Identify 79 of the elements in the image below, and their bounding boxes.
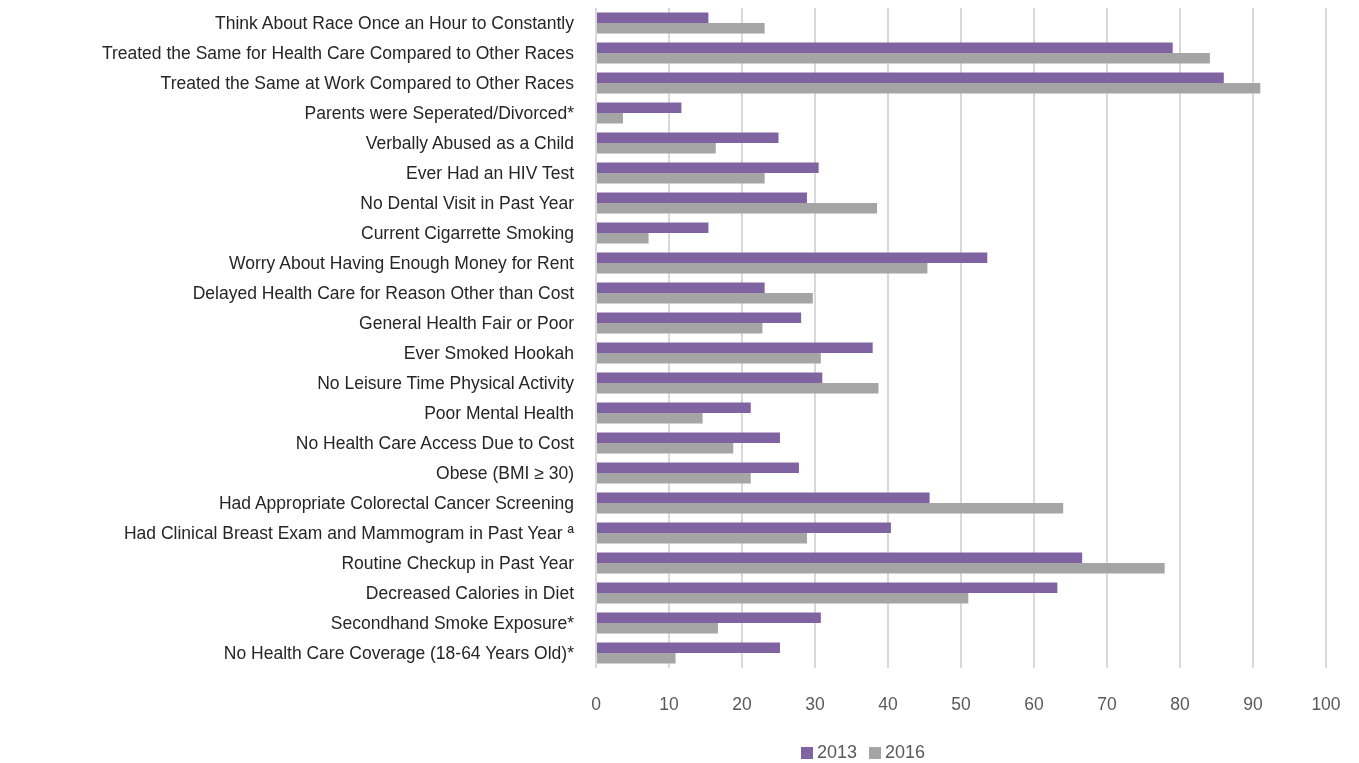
bar: [596, 162, 819, 173]
bar: [596, 503, 1064, 514]
bar: [596, 492, 930, 503]
legend-label: 2013: [817, 742, 858, 762]
bar: [596, 342, 873, 353]
y-tick-label: Think About Race Once an Hour to Constantly: [215, 13, 575, 34]
bar: [596, 282, 765, 293]
bar: [596, 192, 807, 203]
bar: [596, 372, 823, 383]
x-tick-label: 40: [878, 694, 898, 714]
x-tick-label: 30: [805, 694, 825, 714]
bar: [596, 522, 891, 533]
bar: [596, 72, 1224, 83]
bar: [596, 593, 969, 604]
y-tick-label: No Dental Visit in Past Year: [360, 193, 575, 214]
bar: [596, 53, 1210, 64]
y-tick-label: Worry About Having Enough Money for Rent: [228, 253, 575, 274]
y-tick-label: Routine Checkup in Past Year: [341, 553, 575, 574]
y-tick-label: Had Appropriate Colorectal Cancer Screening: [218, 493, 574, 514]
bar: [596, 102, 682, 113]
x-tick-label: 100: [1311, 694, 1341, 714]
y-tick-label: General Health Fair or Poor: [359, 313, 575, 334]
bar: [596, 552, 1083, 563]
bar: [596, 222, 709, 233]
x-tick-label: 60: [1024, 694, 1044, 714]
bar: [596, 293, 813, 304]
x-tick-label: 20: [732, 694, 752, 714]
bar: [596, 383, 879, 394]
bar: [596, 323, 763, 334]
bar: [596, 612, 821, 623]
y-tick-label: Parents were Seperated/Divorced*: [304, 103, 575, 124]
bar: [596, 252, 988, 263]
y-tick-label: Obese (BMI ≥ 30): [436, 463, 574, 484]
x-tick-label: 10: [659, 694, 679, 714]
y-tick-label: Ever Had an HIV Test: [406, 163, 575, 184]
x-tick-label: 50: [951, 694, 971, 714]
bar: [596, 402, 751, 413]
x-tick-label: 0: [591, 694, 602, 714]
y-tick-label: No Health Care Coverage (18-64 Years Old)*: [223, 643, 575, 664]
bar: [596, 83, 1261, 94]
bar: [596, 563, 1165, 574]
bar: [596, 432, 780, 443]
y-tick-label: No Leisure Time Physical Activity: [317, 373, 575, 394]
bar: [596, 653, 676, 664]
bar: [596, 312, 802, 323]
bar: [596, 642, 780, 653]
bar: [596, 173, 765, 184]
bar: [596, 462, 799, 473]
y-tick-label: Had Clinical Breast Exam and Mammogram in Past Year ª: [123, 523, 575, 544]
bar: [596, 443, 734, 454]
bar: [596, 113, 624, 124]
bar: [596, 623, 718, 634]
y-tick-label: Current Cigarrette Smoking: [361, 223, 574, 244]
y-tick-label: Treated the Same for Health Care Compared to Other Races: [101, 43, 575, 64]
bar: [596, 143, 716, 154]
bar: [596, 42, 1173, 53]
bar: [596, 413, 703, 424]
y-tick-label: Verbally Abused as a Child: [365, 133, 574, 154]
bar: [596, 353, 821, 364]
bar: [596, 582, 1058, 593]
y-tick-label: Delayed Health Care for Reason Other than Cost: [192, 283, 575, 304]
y-tick-label: Poor Mental Health: [424, 403, 574, 424]
x-tick-label: 80: [1170, 694, 1190, 714]
bar: [596, 132, 779, 143]
bar: [596, 233, 649, 244]
legend-label: 2016: [885, 742, 926, 762]
bar: [596, 12, 709, 23]
x-tick-label: 70: [1097, 694, 1117, 714]
bar: [596, 23, 765, 34]
x-tick-label: 90: [1243, 694, 1263, 714]
y-tick-label: Ever Smoked Hookah: [403, 343, 574, 364]
y-tick-label: No Health Care Access Due to Cost: [295, 433, 575, 454]
bar: [596, 263, 928, 274]
y-tick-label: Treated the Same at Work Compared to Other Races: [160, 73, 575, 94]
y-tick-label: Decreased Calories in Diet: [365, 583, 575, 604]
bar: [596, 473, 751, 484]
y-tick-label: Secondhand Smoke Exposure*: [330, 613, 575, 634]
bar: [596, 203, 878, 214]
bar: [596, 533, 807, 544]
